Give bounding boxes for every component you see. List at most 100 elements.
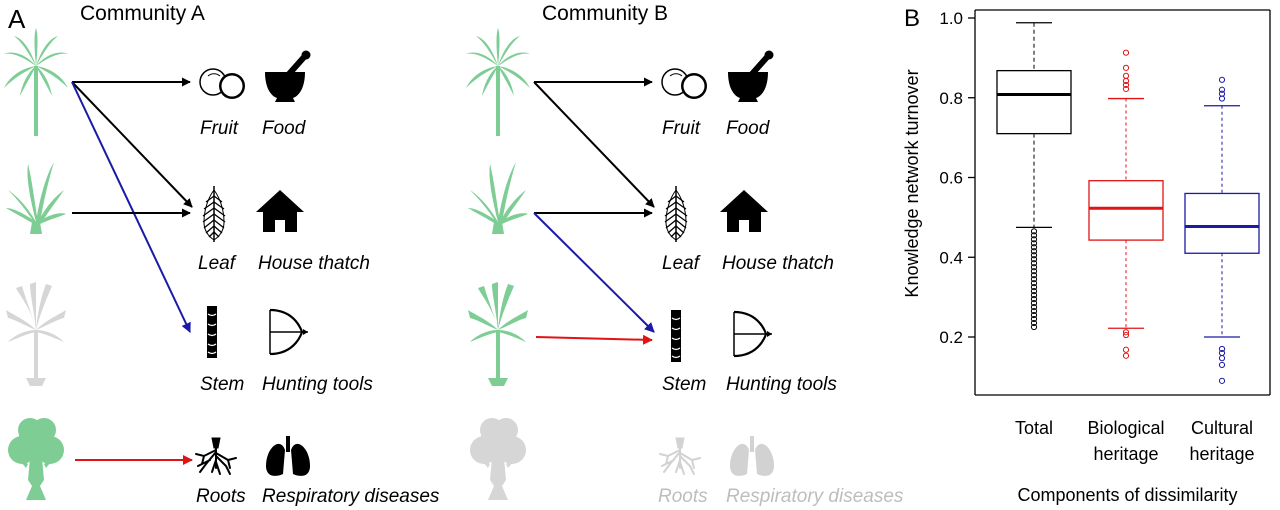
outlier-point: [1122, 49, 1130, 56]
outlier-point: [1030, 244, 1038, 251]
palm-icon: [4, 28, 68, 136]
community-a-uses: Fruit Food Leaf House thatch Stem Huntin…: [195, 51, 440, 507]
outlier-point: [1122, 72, 1130, 79]
category-label: heritage: [1189, 444, 1254, 464]
arrow-palm-stem-blue: [71, 81, 191, 333]
label-food-a: Food: [262, 118, 307, 139]
box-iqr: [1088, 180, 1164, 241]
outlier-point: [1218, 361, 1226, 369]
outlier-point: [1030, 296, 1038, 303]
outlier-point: [1218, 345, 1226, 353]
category-label: Total: [1015, 418, 1053, 438]
arrow-fan-stem-red-b: [535, 334, 653, 345]
outlier-point: [1030, 288, 1038, 295]
grass-palm-icon: [468, 162, 528, 234]
community-a-plants: [4, 28, 68, 500]
outlier-point: [1122, 346, 1130, 353]
label-resp-b: Respiratory diseases: [726, 486, 904, 507]
label-hunting-a: Hunting tools: [262, 374, 373, 395]
outlier-point: [1030, 284, 1038, 291]
outlier-point: [1218, 355, 1226, 362]
lungs-icon: [266, 436, 310, 476]
outlier-point: [1122, 81, 1130, 89]
outlier-point: [1030, 315, 1038, 323]
outlier-point: [1122, 64, 1130, 71]
arrow-palm-leaf-b: [533, 81, 655, 208]
outlier-point: [1122, 85, 1130, 93]
house-icon: [720, 190, 768, 232]
panel-b: B 0.2 0.4 0.6 0.8 1.0 Knowledge network turno…: [902, 5, 1271, 505]
outlier-point: [1030, 319, 1038, 327]
category-label: Biological: [1087, 418, 1164, 438]
outlier-point: [1030, 280, 1038, 287]
fruit-icon: [199, 68, 246, 100]
roots-icon: [195, 437, 237, 475]
outlier-point: [1030, 276, 1038, 283]
outlier-point: [1030, 240, 1038, 247]
house-icon: [256, 190, 304, 232]
y-tick-label: 0.6: [939, 169, 963, 188]
y-tick-label: 0.2: [939, 328, 963, 347]
outlier-point: [1122, 352, 1130, 359]
community-b-title: Community B: [542, 2, 668, 25]
leaf-icon: [202, 185, 226, 243]
community-a-arrows: [71, 77, 193, 465]
label-fruit-a: Fruit: [200, 118, 239, 139]
outlier-point: [1030, 300, 1038, 307]
label-house-a: House thatch: [258, 253, 370, 274]
y-axis-label: Knowledge network turnover: [902, 69, 922, 297]
fan-palm-icon: [468, 282, 528, 386]
lungs-faded-icon: [730, 436, 774, 476]
outlier-point: [1030, 232, 1038, 239]
bushy-palm-icon: [8, 418, 64, 500]
outlier-point: [1030, 260, 1038, 267]
y-tick-label: 1.0: [939, 9, 963, 28]
community-b-plants: [466, 28, 530, 500]
outlier-point: [1030, 292, 1038, 299]
y-tick-label: 0.4: [939, 248, 963, 267]
panel-a: A Community A Community B: [4, 2, 904, 507]
outlier-point: [1030, 248, 1038, 255]
community-b-arrows: [533, 77, 655, 345]
outlier-point: [1030, 272, 1038, 279]
grass-palm-icon: [6, 162, 66, 234]
label-roots-b: Roots: [658, 486, 708, 507]
fruit-icon: [661, 68, 708, 100]
outlier-point: [1218, 86, 1226, 93]
outlier-point: [1030, 303, 1038, 311]
bushy-palm-faded-icon: [470, 418, 526, 500]
bow-icon: [732, 310, 774, 358]
chart-plot-area: 0.2 0.4 0.6 0.8 1.0 Knowledge network turnove…: [902, 9, 1271, 505]
label-house-b: House thatch: [722, 253, 834, 274]
category-label: Cultural: [1191, 418, 1253, 438]
arrow-palm-leaf: [71, 81, 193, 208]
bow-icon: [268, 308, 310, 356]
x-axis-label: Components of dissimilarity: [1017, 485, 1237, 505]
label-resp-a: Respiratory diseases: [262, 486, 440, 507]
roots-faded-icon: [659, 437, 701, 475]
outlier-point: [1030, 307, 1038, 315]
outlier-point: [1030, 252, 1038, 259]
outlier-point: [1030, 323, 1038, 331]
label-stem-a: Stem: [200, 374, 244, 395]
leaf-icon: [664, 185, 688, 243]
palm-icon: [466, 28, 530, 136]
label-leaf-a: Leaf: [198, 253, 237, 274]
category-label: heritage: [1093, 444, 1158, 464]
outlier-point: [1030, 236, 1038, 243]
outlier-point: [1030, 256, 1038, 263]
label-hunting-b: Hunting tools: [726, 374, 837, 395]
fan-palm-faded-icon: [6, 282, 66, 386]
label-stem-b: Stem: [662, 374, 706, 395]
outlier-point: [1122, 331, 1130, 339]
community-a-title: Community A: [80, 2, 205, 25]
mortar-icon: [265, 51, 311, 103]
outlier-point: [1122, 329, 1130, 336]
label-food-b: Food: [726, 118, 771, 139]
outlier-point: [1218, 76, 1226, 83]
outlier-point: [1030, 264, 1038, 271]
outlier-point: [1030, 228, 1038, 235]
box-iqr: [1184, 192, 1260, 254]
outlier-point: [1218, 377, 1226, 384]
y-tick-label: 0.8: [939, 89, 963, 108]
